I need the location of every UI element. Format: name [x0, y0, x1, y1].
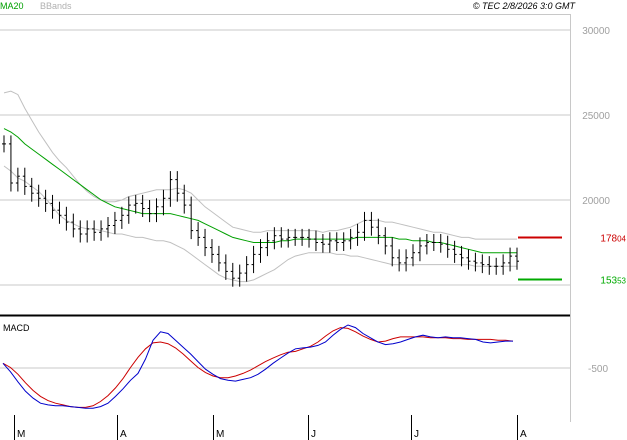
macd-title: MACD: [3, 323, 30, 333]
x-tick-label-1: A: [120, 429, 127, 440]
grid-lines: [0, 29, 570, 286]
legend-bbands: BBands: [40, 1, 72, 11]
x-tick-label-5: A: [520, 429, 527, 440]
x-tick-label-2: M: [216, 429, 224, 440]
macd-y-tick-label: -500: [588, 364, 608, 375]
price-levels: 17804 15353: [518, 234, 627, 287]
level-label-support: 15353: [600, 276, 626, 287]
price-axis-labels: 30000 25000 20000: [582, 26, 610, 207]
macd-lines: -500: [0, 324, 608, 409]
ohlc-bars: [2, 135, 519, 287]
y-tick-label-30000: 30000: [582, 26, 610, 37]
macd-panel: [0, 318, 570, 422]
y-tick-label-25000: 25000: [582, 111, 610, 122]
y-tick-label-20000: 20000: [582, 196, 610, 207]
legend-ma20: MA20: [0, 1, 24, 11]
macd-line: [2, 324, 513, 409]
copyright-text: © TEC 2/8/2026 3:0 GMT: [473, 1, 577, 11]
bband-lower: [3, 165, 517, 283]
signal-line: [2, 327, 514, 408]
x-tick-label-4: J: [414, 429, 419, 440]
level-label-resistance: 17804: [600, 234, 626, 245]
price-panel: [0, 14, 570, 314]
x-tick-label-3: J: [311, 429, 316, 440]
bband-upper: [3, 90, 517, 240]
bollinger-bands: [3, 90, 517, 283]
x-tick-label-0: M: [17, 429, 25, 440]
